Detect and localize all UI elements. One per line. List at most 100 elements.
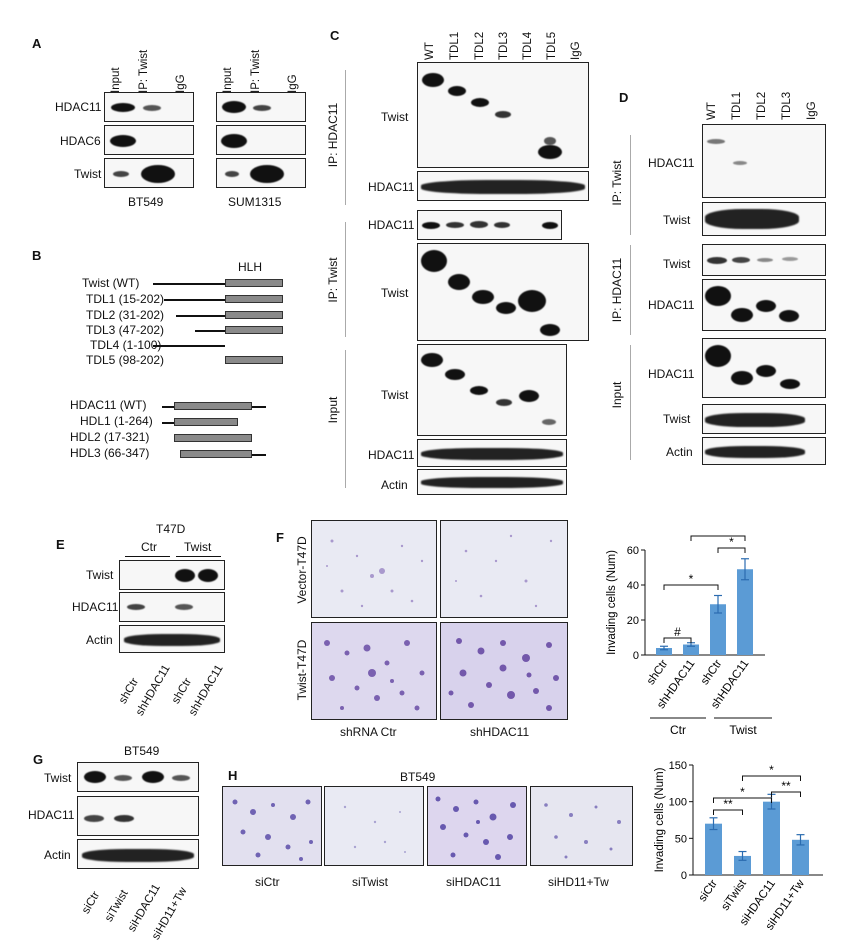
blot-d-input-hdac11: [702, 338, 826, 398]
panel-label-d: D: [619, 90, 629, 105]
row-f-vector: Vector-T47D: [295, 536, 309, 604]
row-c-twist-3: Twist: [381, 388, 409, 402]
significance-bracket: [663, 637, 692, 643]
invasion-photo-sihd11-tw: [530, 786, 633, 866]
significance-bracket: [713, 809, 743, 815]
invasion-photo-vector-shhdac11: [440, 520, 568, 618]
group-c-input: Input: [326, 396, 340, 424]
y-tick-label: 20: [627, 615, 639, 627]
construct-hdl2: HDL2 (17-321): [70, 430, 150, 444]
blot-d-iptwist-hdac11: [702, 124, 826, 198]
lane-c-tdl5: TDL5: [546, 31, 558, 60]
row-d-actin: Actin: [666, 445, 693, 459]
group-label-ctr: Ctr: [141, 540, 157, 554]
invasion-photo-vector-shctr: [311, 520, 437, 618]
blot-d-input-twist: [702, 404, 826, 434]
col-f-shhdac11: shHDAC11: [470, 725, 530, 739]
construct-tdl3: TDL3 (47-202): [86, 323, 165, 337]
construct-hdac11-wt: HDAC11 (WT): [70, 398, 147, 412]
y-tick-label: 60: [627, 545, 639, 557]
y-tick-label: 40: [627, 580, 639, 592]
lane-label-igg-2: IgG: [287, 74, 299, 93]
x-tick-label: siCtr: [697, 878, 720, 904]
y-tick-label: 150: [669, 760, 687, 772]
group-label-twist: Twist: [184, 540, 212, 554]
panel-label-e: E: [56, 537, 65, 552]
blot-a-bt549-twist: [104, 158, 194, 188]
significance-bracket: [742, 775, 801, 781]
row-g-actin: Actin: [44, 848, 71, 862]
row-d-twist-3: Twist: [663, 412, 691, 426]
blot-d-input-actin: [702, 437, 826, 465]
invasion-photo-sitwist: [324, 786, 424, 866]
lane-c-igg: IgG: [570, 41, 582, 60]
row-e-twist: Twist: [86, 568, 114, 582]
construct-hdl3: HDL3 (66-347): [70, 446, 150, 460]
cell-label-sum1315: SUM1315: [228, 195, 282, 209]
y-tick-label: 100: [669, 797, 687, 809]
blot-a-sum1315-twist: [216, 158, 306, 188]
bar: [683, 644, 699, 655]
row-d-hdac11-2: HDAC11: [648, 298, 695, 312]
lane-c-tdl3: TDL3: [498, 31, 510, 60]
construct-hdl1: HDL1 (1-264): [80, 414, 153, 428]
bar: [710, 604, 726, 655]
invasion-photo-sihdac11: [427, 786, 527, 866]
blot-e-hdac11: [119, 592, 225, 622]
significance-mark: *: [740, 785, 745, 799]
row-e-actin: Actin: [86, 633, 113, 647]
significance-mark: **: [713, 530, 723, 537]
x-tick-label: siTwist: [719, 877, 749, 913]
x-tick-label: shCtr: [699, 658, 725, 688]
lane-e-3: shCtr: [170, 676, 195, 706]
cell-label-h-bt549: BT549: [400, 770, 436, 784]
blot-c-iptwist-hdac11: [417, 210, 562, 240]
group-c-ip-hdac11: IP: HDAC11: [326, 102, 340, 168]
lane-label-input: Input: [110, 67, 122, 93]
panel-label-b: B: [32, 248, 42, 263]
cell-label-t47d: T47D: [156, 522, 186, 536]
blot-a-bt549-hdac11: [104, 92, 194, 122]
col-h-sitwist: siTwist: [352, 875, 388, 889]
blot-d-iphdac11-twist: [702, 244, 826, 276]
lane-d-tdl3: TDL3: [781, 91, 793, 120]
invasion-photo-twist-shctr: [311, 622, 437, 720]
row-e-hdac11: HDAC11: [72, 600, 119, 614]
row-d-twist-2: Twist: [663, 257, 691, 271]
row-c-hdac11-3: HDAC11: [368, 448, 415, 462]
construct-tdl1: TDL1 (15-202): [86, 292, 165, 306]
significance-bracket: [717, 547, 746, 553]
row-d-twist-1: Twist: [663, 213, 691, 227]
construct-tdl5: TDL5 (98-202): [86, 353, 165, 367]
row-g-hdac11: HDAC11: [28, 808, 75, 822]
y-tick-label: 0: [633, 650, 639, 662]
col-h-sictr: siCtr: [255, 875, 280, 889]
row-c-twist-1: Twist: [381, 110, 409, 124]
y-tick-label: 50: [675, 833, 687, 845]
construct-tdl2: TDL2 (31-202): [86, 308, 165, 322]
lane-c-wt: WT: [424, 42, 436, 60]
significance-mark: #: [674, 625, 681, 639]
panel-label-f: F: [276, 530, 284, 545]
significance-mark: *: [769, 763, 774, 777]
bar: [656, 648, 672, 655]
blot-a-sum1315-hdac6: [216, 125, 306, 155]
blot-c-iphdac11-hdac11: [417, 171, 589, 201]
group-label: Twist: [729, 723, 757, 737]
group-d-input: Input: [610, 381, 624, 409]
blot-c-input-actin: [417, 469, 567, 495]
lane-label-ip-twist-2: IP: Twist: [250, 49, 262, 93]
blot-a-bt549-hdac6: [104, 125, 194, 155]
lane-d-wt: WT: [706, 102, 718, 120]
col-h-sihdac11: siHDAC11: [446, 875, 502, 889]
row-d-hdac11-1: HDAC11: [648, 156, 695, 170]
bar: [763, 801, 780, 875]
cell-label-g-bt549: BT549: [124, 744, 160, 758]
bar: [792, 839, 809, 875]
lane-e-2: shHDAC11: [134, 662, 173, 718]
lane-d-tdl2: TDL2: [756, 91, 768, 120]
lane-c-tdl1: TDL1: [449, 31, 461, 60]
significance-bracket: [713, 797, 772, 803]
blot-c-iptwist-twist: [417, 243, 589, 341]
